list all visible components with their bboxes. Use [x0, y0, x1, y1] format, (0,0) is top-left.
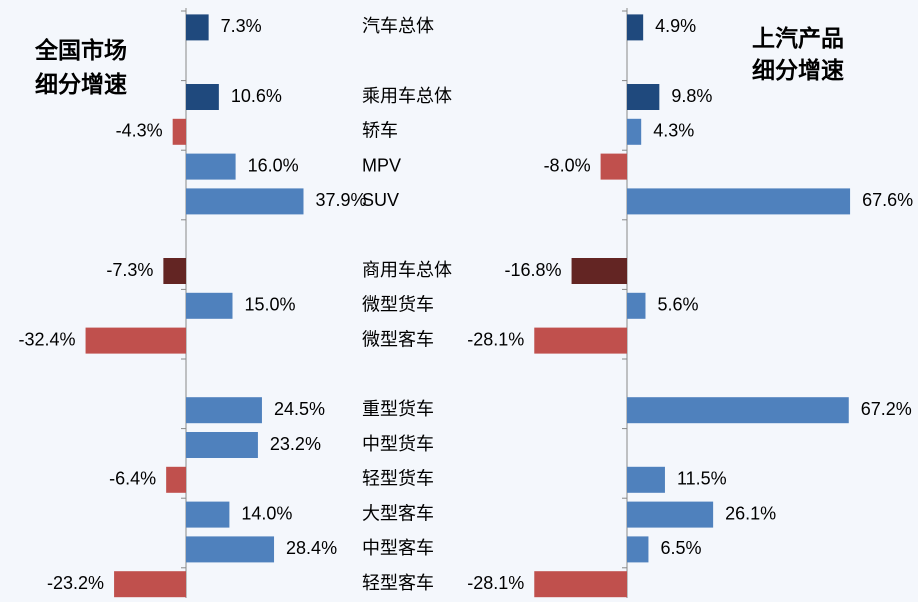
bar	[114, 571, 186, 598]
value-label: 15.0%	[245, 295, 296, 315]
value-label: 26.1%	[725, 503, 776, 523]
category-label: 轻型客车	[362, 573, 434, 593]
bar	[186, 188, 304, 215]
value-label: 24.5%	[274, 399, 325, 419]
bar	[571, 258, 627, 284]
bar	[534, 571, 627, 598]
category-label: 重型货车	[362, 399, 434, 419]
value-label: 4.3%	[653, 121, 694, 141]
category-label: MPV	[362, 155, 401, 175]
value-label: 4.9%	[655, 16, 696, 36]
category-label: SUV	[362, 190, 399, 210]
category-label: 商用车总体	[362, 260, 452, 280]
value-label: 6.5%	[660, 538, 701, 558]
category-label: 中型客车	[362, 538, 434, 558]
bar	[186, 153, 236, 180]
category-label: 微型客车	[362, 329, 434, 349]
value-label: 67.2%	[861, 399, 912, 419]
bar	[163, 258, 186, 284]
bar	[627, 188, 851, 215]
value-label: 23.2%	[270, 434, 321, 454]
bar	[627, 292, 646, 319]
value-label: 14.0%	[241, 503, 292, 523]
bar	[534, 327, 627, 354]
bar	[186, 292, 233, 319]
value-label: 5.6%	[657, 295, 698, 315]
value-label: 9.8%	[671, 86, 712, 106]
bar	[600, 153, 627, 180]
bar	[627, 118, 642, 145]
category-label: 乘用车总体	[362, 86, 452, 106]
bar	[186, 84, 219, 110]
value-label: -23.2%	[47, 573, 104, 593]
bar	[186, 432, 258, 458]
category-label: 轿车	[362, 121, 398, 141]
bar	[186, 501, 230, 528]
bar	[172, 118, 186, 145]
category-label: 汽车总体	[362, 16, 434, 36]
bar	[166, 466, 186, 493]
value-label: 7.3%	[221, 16, 262, 36]
value-label: -7.3%	[106, 260, 153, 280]
bar	[627, 501, 714, 528]
bar	[627, 536, 649, 563]
panel-title: 上汽产品	[752, 25, 844, 51]
value-label: -6.4%	[109, 469, 156, 489]
panel-title: 细分增速	[35, 71, 127, 97]
bar	[627, 84, 660, 110]
value-label: 10.6%	[231, 86, 282, 106]
value-label: 16.0%	[248, 155, 299, 175]
bar	[627, 466, 665, 493]
category-label: 中型货车	[362, 434, 434, 454]
category-label: 大型客车	[362, 503, 434, 523]
value-label: -28.1%	[467, 573, 524, 593]
bar	[85, 327, 186, 354]
bar	[186, 536, 275, 563]
value-label: 11.5%	[677, 469, 727, 489]
value-label: -28.1%	[467, 329, 524, 349]
bar	[627, 397, 849, 424]
bar	[627, 14, 644, 41]
value-label: -16.8%	[505, 260, 562, 280]
value-label: 37.9%	[315, 190, 366, 210]
category-label: 微型货车	[362, 295, 434, 315]
bar	[186, 397, 262, 424]
bar	[186, 14, 209, 41]
value-label: 67.6%	[862, 190, 913, 210]
panel-title: 全国市场	[34, 37, 127, 63]
value-label: -8.0%	[544, 155, 591, 175]
panel-title: 细分增速	[752, 57, 844, 83]
category-label: 轻型货车	[362, 469, 434, 489]
value-label: -32.4%	[19, 329, 76, 349]
value-label: 28.4%	[286, 538, 337, 558]
value-label: -4.3%	[116, 121, 163, 141]
